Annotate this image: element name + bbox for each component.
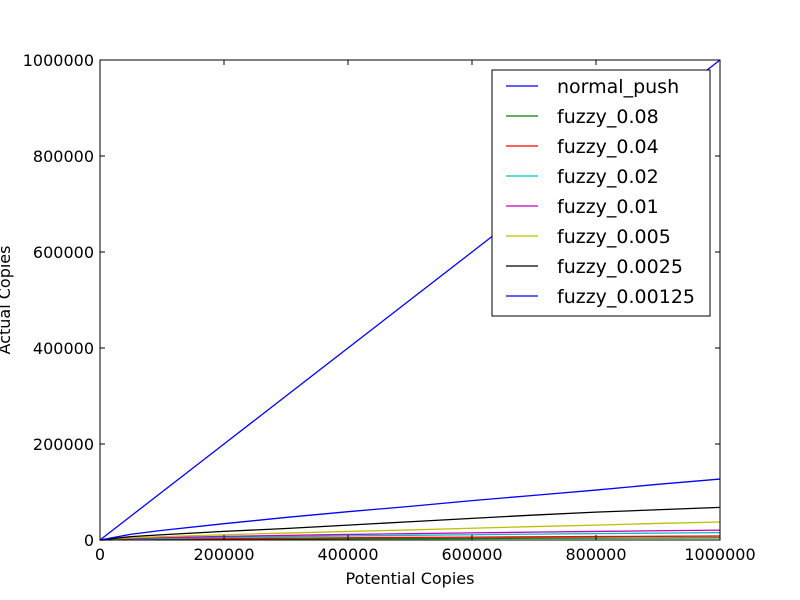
x-tick-label: 200000 — [193, 545, 254, 564]
series-line-7 — [99, 506, 721, 541]
x-tick-label: 1000000 — [684, 545, 755, 564]
legend: normal_push fuzzy_0.08 fuzzy_0.04 fuzzy_0.0… — [491, 69, 711, 317]
series-line-5 — [99, 529, 721, 541]
y-axis-label: Actual Copies — [0, 246, 14, 355]
legend-label-2: fuzzy_0.08 — [557, 106, 659, 128]
series-line-4 — [99, 532, 721, 541]
x-axis-label: Potential Copies — [346, 569, 475, 588]
legend-label-8: fuzzy_0.00125 — [557, 286, 695, 308]
x-tick-label: 400000 — [317, 545, 378, 564]
y-tick-label: 1000000 — [23, 51, 94, 70]
y-tick-label: 200000 — [33, 435, 94, 454]
x-tick-label: 600000 — [441, 545, 502, 564]
legend-label-6: fuzzy_0.005 — [557, 226, 671, 248]
y-tick-label: 800000 — [33, 147, 94, 166]
plot-frame — [99, 59, 721, 541]
legend-label-3: fuzzy_0.04 — [557, 136, 659, 158]
series-line-6 — [99, 521, 721, 541]
legend-label-5: fuzzy_0.01 — [557, 196, 659, 218]
legend-label-4: fuzzy_0.02 — [557, 166, 659, 188]
ticks-layer: 0 200000 400000 600000 800000 1000000 0 200000 4… — [23, 51, 756, 564]
legend-label-1: normal_push — [557, 76, 679, 98]
legend-box — [491, 69, 711, 317]
legend-label-7: fuzzy_0.0025 — [557, 256, 683, 278]
y-tick-label: 600000 — [33, 243, 94, 262]
x-tick-label: 0 — [95, 545, 105, 564]
y-tick-label: 400000 — [33, 339, 94, 358]
series-line-8 — [99, 478, 721, 541]
y-tick-label: 0 — [84, 531, 94, 550]
x-tick-label: 800000 — [565, 545, 626, 564]
